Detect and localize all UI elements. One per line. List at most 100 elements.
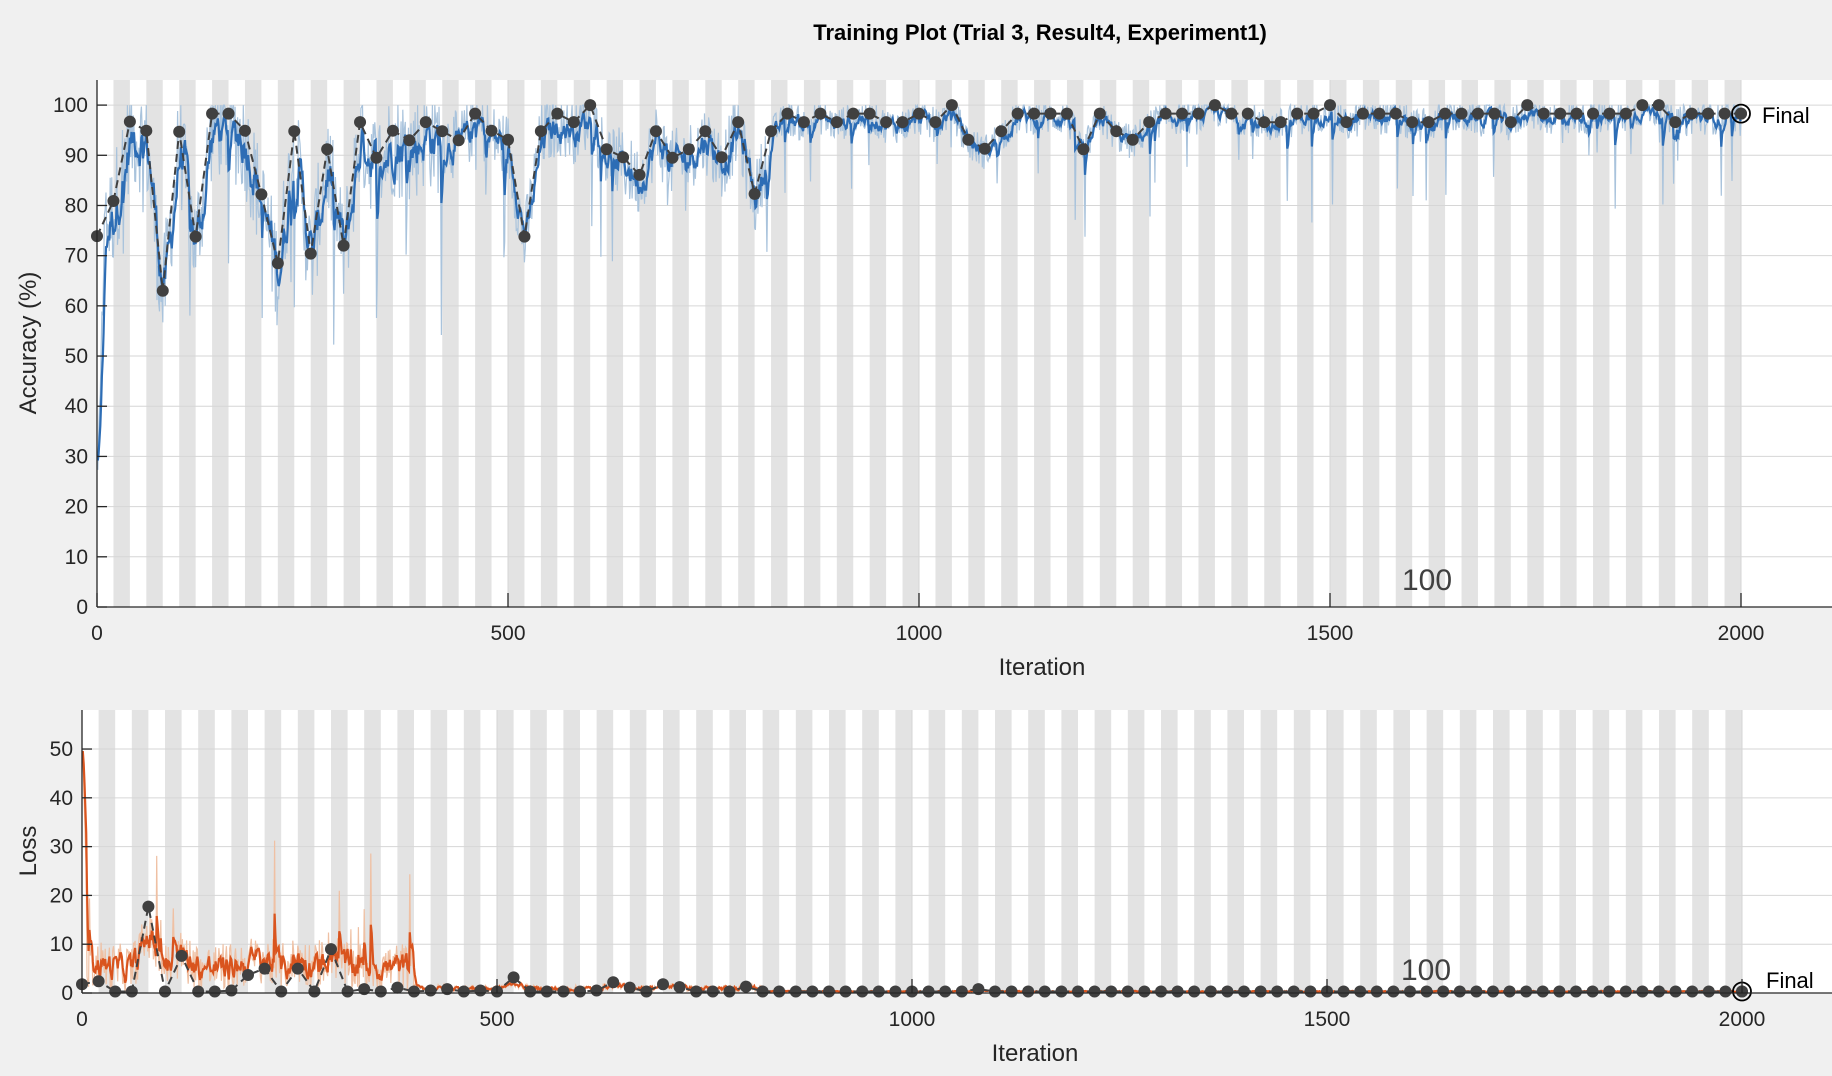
epoch-band xyxy=(231,710,248,993)
validation-point xyxy=(1669,116,1682,129)
validation-point xyxy=(1521,99,1534,112)
epoch-band xyxy=(1161,710,1178,993)
accuracy-epoch-bands xyxy=(113,80,1741,607)
validation-point xyxy=(540,985,553,998)
validation-point xyxy=(1088,985,1101,998)
epoch-band xyxy=(212,80,229,607)
validation-point xyxy=(1603,985,1616,998)
epoch-band xyxy=(1132,80,1150,607)
epoch-band xyxy=(1327,710,1344,993)
validation-point xyxy=(732,116,745,129)
epoch-band xyxy=(310,80,328,607)
validation-point xyxy=(1652,99,1665,112)
validation-point xyxy=(222,107,235,120)
validation-point xyxy=(321,143,334,156)
validation-point xyxy=(255,188,268,201)
validation-point xyxy=(518,230,531,243)
validation-point xyxy=(436,125,449,138)
validation-point xyxy=(765,125,778,138)
y-tick-label: 50 xyxy=(65,345,88,368)
validation-point xyxy=(403,134,416,147)
validation-point xyxy=(271,257,284,270)
validation-point xyxy=(657,978,669,991)
validation-point xyxy=(690,985,703,998)
validation-point xyxy=(441,983,454,996)
epoch-band xyxy=(1658,80,1676,607)
epoch-band xyxy=(1426,710,1444,993)
validation-point xyxy=(1420,985,1433,998)
validation-point xyxy=(847,107,860,120)
validation-point xyxy=(607,976,620,989)
validation-point xyxy=(275,985,288,998)
epoch-band xyxy=(1625,710,1643,993)
accuracy-epoch-label: 100 xyxy=(1402,564,1452,597)
validation-point xyxy=(972,983,985,996)
validation-point xyxy=(1370,985,1383,998)
validation-point xyxy=(1221,985,1234,998)
validation-point xyxy=(358,983,371,996)
accuracy-raw-series xyxy=(97,102,1742,470)
validation-point xyxy=(524,985,537,998)
epoch-band xyxy=(277,80,295,607)
validation-point xyxy=(1685,107,1698,120)
validation-point xyxy=(175,949,188,962)
validation-point xyxy=(1011,107,1024,120)
epoch-band xyxy=(1725,710,1742,993)
validation-point xyxy=(567,116,580,129)
validation-point xyxy=(1503,985,1516,998)
x-tick-label: 0 xyxy=(76,1008,88,1031)
validation-point xyxy=(258,962,271,975)
validation-point xyxy=(1470,985,1483,998)
epoch-band xyxy=(540,80,558,607)
loss-epoch-label: 100 xyxy=(1401,954,1451,987)
y-tick-label: 40 xyxy=(50,787,73,810)
y-tick-label: 40 xyxy=(65,395,88,418)
validation-point xyxy=(140,124,153,137)
validation-point xyxy=(288,125,301,138)
validation-point xyxy=(1619,107,1632,120)
epoch-band xyxy=(1127,710,1145,993)
epoch-band xyxy=(1494,80,1511,607)
validation-point xyxy=(1356,107,1369,120)
validation-point xyxy=(474,984,487,997)
validation-point xyxy=(830,116,843,129)
validation-point xyxy=(945,99,958,112)
epoch-band xyxy=(530,710,547,993)
validation-point xyxy=(880,116,893,129)
validation-point xyxy=(1537,107,1550,120)
validation-point xyxy=(142,900,155,913)
validation-point xyxy=(1038,985,1051,998)
validation-point xyxy=(1126,133,1139,146)
accuracy-x-axis-label: Iteration xyxy=(999,654,1086,681)
x-tick-label: 500 xyxy=(490,622,525,645)
accuracy-tick-labels: 0 500 1000 1500 2000 0 10 20 30 40 50 60 70 80 90 100 xyxy=(53,94,1764,645)
y-tick-label: 90 xyxy=(65,144,88,167)
epoch-band xyxy=(1395,80,1413,607)
epoch-band xyxy=(1061,710,1078,993)
x-tick-label: 2000 xyxy=(1718,622,1765,645)
validation-point xyxy=(1719,985,1732,998)
validation-point xyxy=(797,116,810,129)
validation-point xyxy=(856,985,869,998)
loss-x-axis-label: Iteration xyxy=(992,1040,1079,1067)
epoch-band xyxy=(663,710,680,993)
validation-point xyxy=(502,133,514,146)
epoch-band xyxy=(1260,710,1278,993)
epoch-band xyxy=(895,710,912,993)
epoch-band xyxy=(146,80,163,607)
validation-point xyxy=(1005,985,1018,998)
validation-point xyxy=(1373,107,1386,120)
validation-point xyxy=(1406,116,1419,129)
validation-point xyxy=(939,985,952,998)
validation-point xyxy=(896,116,909,129)
epoch-band xyxy=(606,80,624,607)
validation-point xyxy=(1171,985,1184,998)
validation-point xyxy=(1188,985,1201,998)
epoch-band xyxy=(1625,80,1643,607)
validation-point xyxy=(1718,107,1731,120)
epoch-band xyxy=(1593,80,1610,607)
validation-point xyxy=(109,985,122,998)
validation-point xyxy=(1159,107,1172,120)
epoch-band xyxy=(869,80,887,607)
